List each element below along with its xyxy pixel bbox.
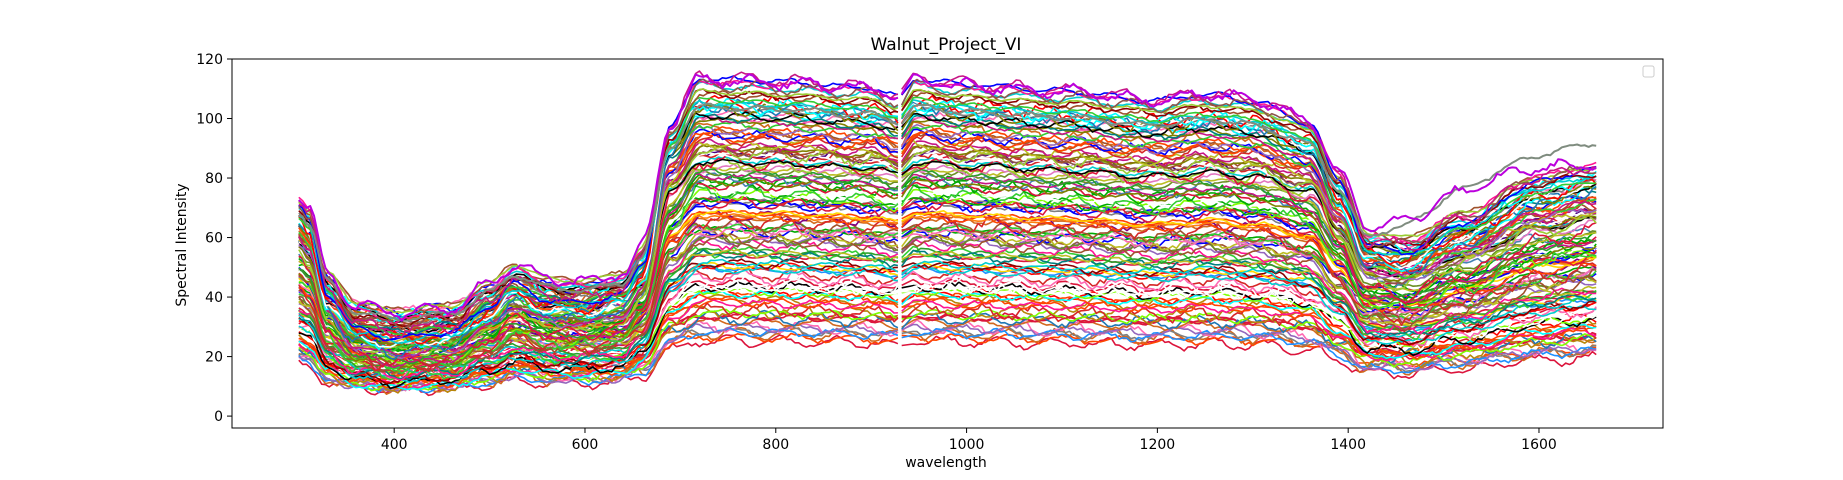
spectrum-line (901, 281, 1597, 357)
spectrum-line (901, 292, 1597, 361)
spectrum-line (901, 113, 1597, 263)
spectrum-line (901, 168, 1597, 301)
spectrum-line (901, 173, 1597, 304)
y-tick-label: 40 (205, 290, 223, 306)
x-tick-label: 1200 (1140, 437, 1176, 453)
spectrum-line (901, 327, 1597, 375)
y-axis-label: Spectral Intensity (174, 183, 190, 306)
spectrum-line (298, 81, 899, 345)
spectrum-line (900, 73, 1597, 233)
spectrum-line (901, 277, 1597, 342)
spectrum-line (901, 88, 1597, 238)
y-tick-label: 120 (196, 52, 223, 68)
spectrum-line (298, 162, 898, 359)
x-axis: 400 600 800 1000 1200 1400 1600 (381, 428, 1557, 453)
spectrum-line (901, 297, 1597, 358)
spectrum-line (298, 70, 899, 339)
spectrum-line (901, 139, 1597, 278)
spectrum-line (298, 120, 898, 353)
spectrum-line (298, 96, 899, 337)
spectrum-line (298, 173, 899, 353)
spectrum-line (901, 95, 1597, 266)
spectrum-line (901, 177, 1597, 305)
spectrum-line (901, 253, 1597, 332)
spectrum-line (901, 199, 1597, 311)
plot-area (231, 58, 1664, 429)
spectrum-line (901, 304, 1597, 369)
spectrum-line (901, 247, 1597, 332)
x-tick-label: 1400 (1330, 437, 1366, 453)
spectrum-line (298, 102, 899, 322)
y-tick-label: 60 (205, 231, 223, 247)
spectrum-line (901, 72, 1597, 251)
spectrum-line (298, 308, 899, 392)
y-tick-label: 20 (205, 350, 223, 366)
spectrum-line (901, 233, 1597, 332)
chart-title: Walnut_Project_VI (871, 35, 1022, 55)
spectrum-line (298, 97, 898, 324)
y-tick-label: 100 (196, 112, 223, 128)
spectrum-line (298, 280, 899, 390)
spectrum-line (901, 188, 1597, 309)
spectrum-line (901, 219, 1597, 325)
spectrum-line (298, 218, 899, 374)
series-layer (298, 70, 1597, 397)
spectrum-line (298, 154, 899, 368)
spectrum-line (298, 245, 899, 381)
spectrum-line (901, 145, 1597, 292)
spectrum-line (298, 98, 899, 360)
spectrum-line (901, 96, 1597, 256)
spectrum-line (298, 172, 898, 342)
spectrum-line (901, 323, 1597, 372)
x-tick-label: 1600 (1521, 437, 1557, 453)
spectrum-line (901, 214, 1597, 304)
spectrum-line (298, 258, 898, 385)
y-axis: 0 20 40 60 80 100 120 (196, 52, 232, 425)
x-axis-label: wavelength (905, 455, 987, 471)
spectrum-line (901, 155, 1597, 305)
spectrum-line (901, 122, 1597, 280)
spectrum-line (901, 308, 1597, 368)
spectrum-line (901, 234, 1597, 324)
x-tick-label: 1000 (949, 437, 985, 453)
spectrum-line (901, 215, 1597, 327)
x-tick-label: 400 (381, 437, 408, 453)
spectrum-line (901, 299, 1597, 362)
spectrum-line (900, 103, 1597, 237)
y-tick-label: 0 (214, 409, 223, 425)
x-tick-label: 800 (762, 437, 789, 453)
spectrum-line (298, 227, 898, 369)
spectrum-line (298, 73, 899, 322)
spectrum-line (901, 175, 1597, 301)
x-tick-label: 600 (572, 437, 599, 453)
spectrum-line (901, 123, 1597, 281)
plot-frame (231, 58, 1664, 429)
y-tick-label: 80 (205, 171, 223, 187)
spectrum-line (901, 181, 1597, 292)
legend-box (1642, 65, 1655, 78)
